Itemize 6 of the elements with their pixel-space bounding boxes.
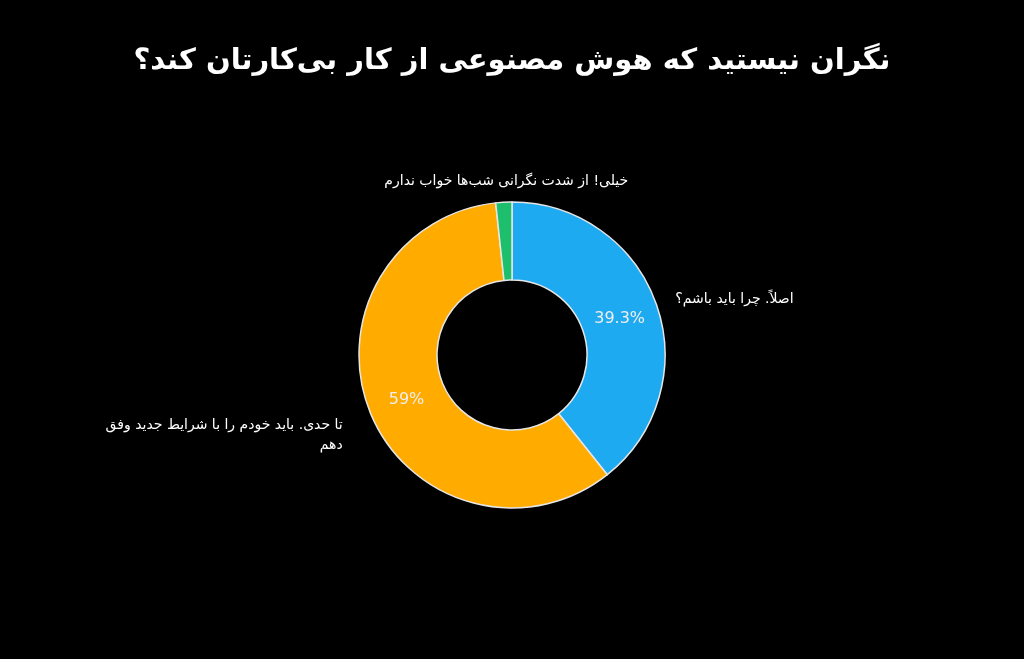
slice-label: تا حدی. باید خودم را با شرایط جدید وفق دهم: [104, 415, 343, 455]
data-label: 39.3%: [594, 307, 646, 327]
data-label: 59%: [388, 388, 425, 408]
slice-label: اصلاً. چرا باید باشم؟: [675, 288, 794, 308]
slice-label: خیلی! از شدت نگرانی شب‌ها خواب ندارم: [383, 171, 629, 191]
chart-title: نگران نیستید که هوش مصنوعی از کار بی‌کارتان کند؟: [132, 42, 892, 76]
